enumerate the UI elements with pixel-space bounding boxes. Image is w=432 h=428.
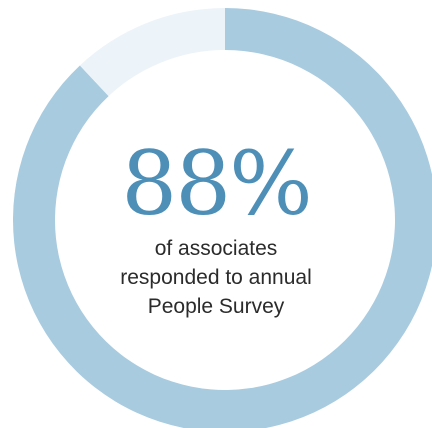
caption-line-3: People Survey <box>147 295 285 318</box>
donut-slice-remaining <box>79 8 226 97</box>
caption-line-1: of associates <box>154 237 278 260</box>
percentage-value: 88% <box>121 132 313 235</box>
caption-line-2: responded to annual <box>120 266 312 289</box>
donut-center-label: 88% of associates responded to annual Pe… <box>66 136 366 319</box>
